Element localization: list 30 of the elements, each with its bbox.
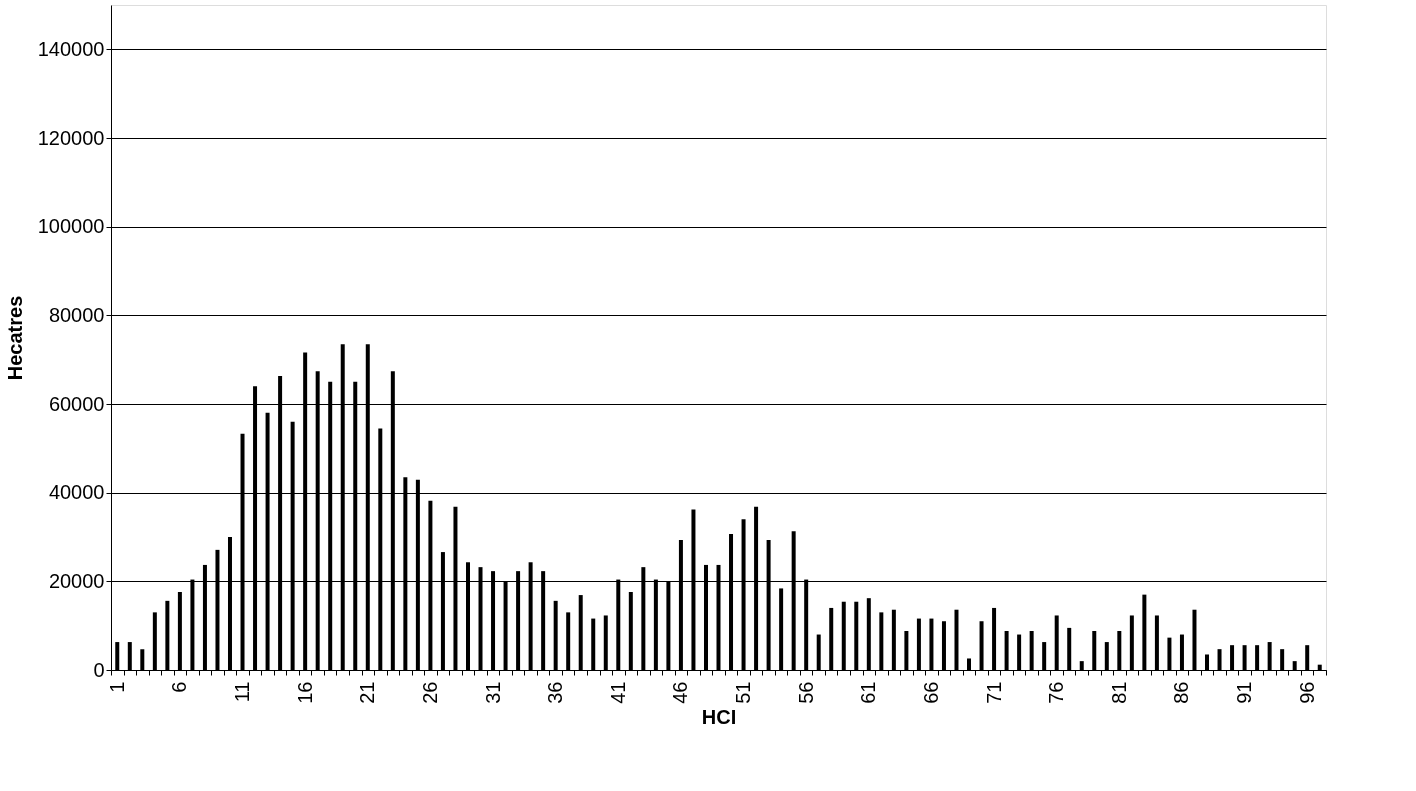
x-tick-label: 91 (1233, 681, 1256, 704)
x-tick-label: 66 (919, 681, 942, 704)
x-tick-label: 46 (669, 681, 692, 704)
y-tick-label: 80000 (48, 303, 105, 326)
x-tick-label: 16 (293, 681, 316, 704)
x-tick-label: 56 (794, 681, 817, 704)
y-tick-label: 100000 (37, 215, 105, 238)
x-tick-label: 21 (356, 681, 379, 704)
x-tick-label: 51 (732, 681, 755, 704)
x-tick-label: 76 (1045, 681, 1068, 704)
y-tick-label: 40000 (48, 481, 105, 504)
x-tick-label: 61 (857, 681, 880, 704)
x-tick-label: 6 (168, 681, 191, 693)
x-tick-label: 1 (105, 681, 128, 693)
x-tick-label: 31 (481, 681, 504, 704)
x-tick-label: 81 (1107, 681, 1130, 704)
x-tick-label: 41 (606, 681, 629, 704)
x-tick-label: 71 (982, 681, 1005, 704)
y-tick-label: 20000 (48, 569, 105, 592)
x-tick-label: 36 (544, 681, 567, 704)
y-tick-label: 140000 (37, 37, 105, 60)
x-axis-title: HCI (701, 705, 737, 728)
y-tick-label: 0 (93, 658, 105, 681)
y-tick-label: 120000 (37, 126, 105, 149)
x-tick-label: 26 (418, 681, 441, 704)
x-tick-label: 96 (1295, 681, 1318, 704)
x-tick-label: 86 (1170, 681, 1193, 704)
y-tick-label: 60000 (48, 392, 105, 415)
x-tick-label: 11 (231, 681, 254, 703)
y-axis-title: Hecatres (3, 295, 26, 381)
